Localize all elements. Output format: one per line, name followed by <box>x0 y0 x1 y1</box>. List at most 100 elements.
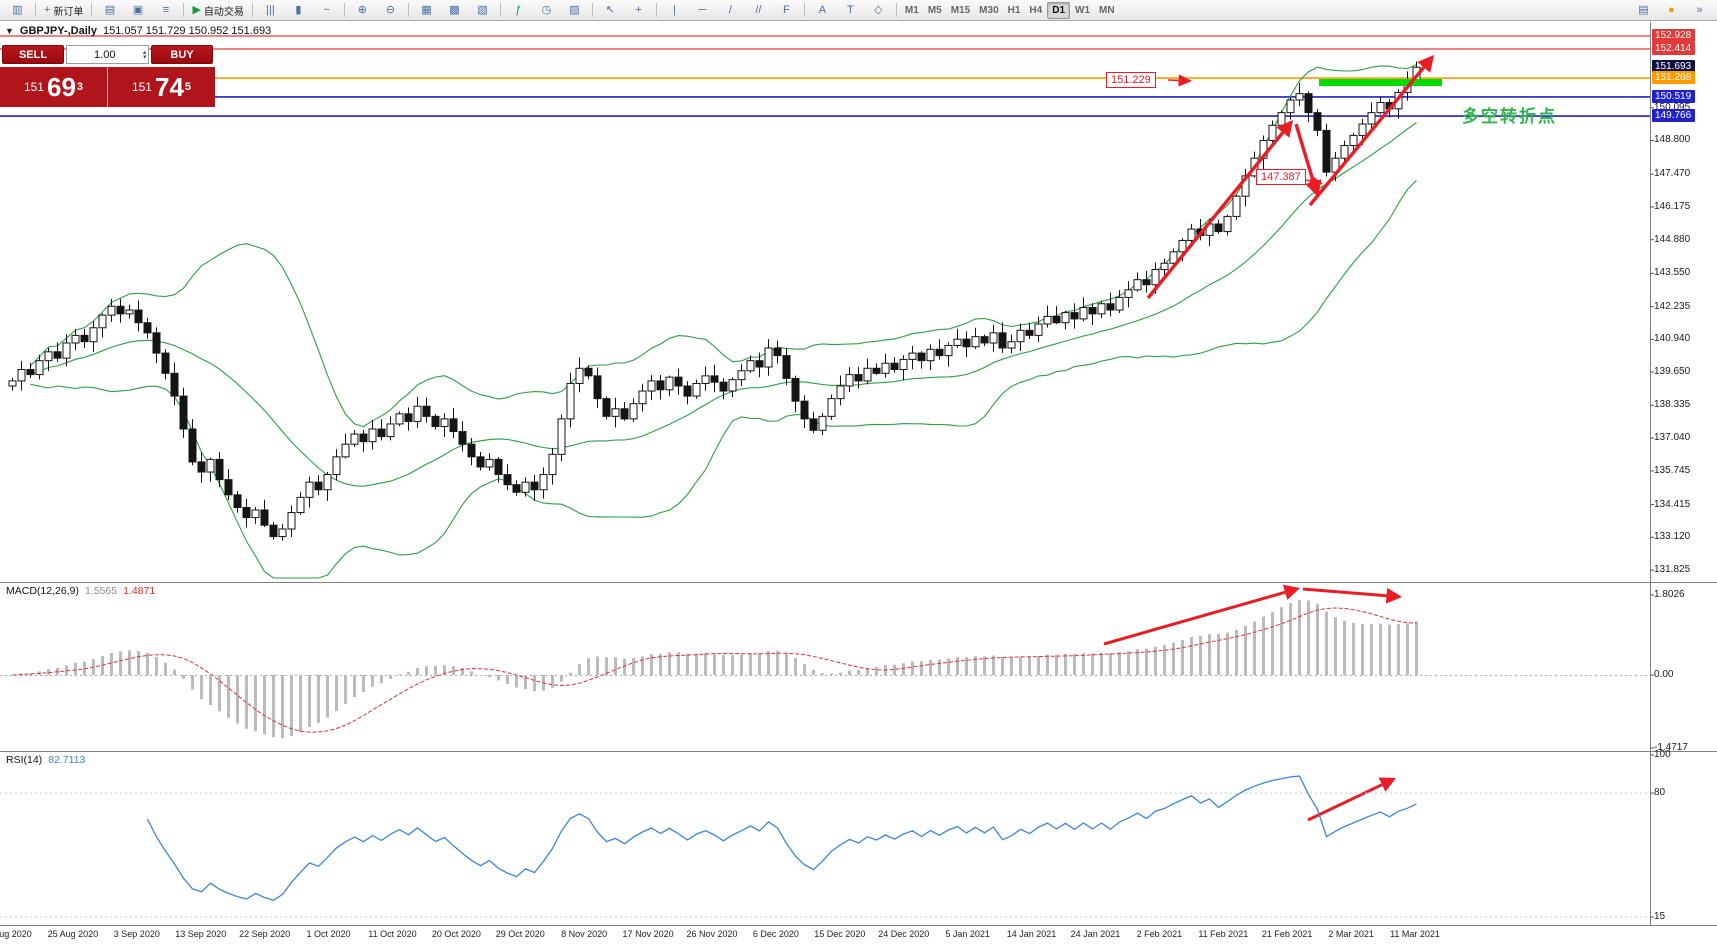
tile-windows-icon[interactable]: ▦ <box>413 1 440 20</box>
candlestick-chart-icon[interactable]: ▮ <box>285 1 312 20</box>
price-scale-label: 146.175 <box>1654 200 1691 212</box>
zoom-in-icon[interactable]: ⊕ <box>349 1 376 20</box>
auto-trading-button: ▶ <box>192 3 201 16</box>
timeframe-m30[interactable]: M30 <box>979 4 999 16</box>
lot-size-field[interactable]: 1.00 ▴ ▾ <box>66 45 149 64</box>
turning-point-annotation[interactable]: 多空转折点 <box>1462 107 1557 126</box>
lot-stepper[interactable]: ▴ ▾ <box>142 48 146 61</box>
price-scale-label: 133.120 <box>1654 531 1691 543</box>
date-label: 15 Dec 2020 <box>814 929 866 939</box>
bar-chart-icon[interactable]: ||| <box>257 1 284 20</box>
date-label: 6 Aug 2020 <box>0 929 32 939</box>
price-scale-label: 144.880 <box>1654 233 1691 245</box>
date-label: 6 Dec 2020 <box>752 929 799 939</box>
line-chart-icon[interactable]: ~ <box>313 1 340 20</box>
macd-label: MACD(12,26,9) 1.5565 1.4871 <box>6 585 156 597</box>
oneclick-toggle-icon[interactable]: ▼ <box>5 26 14 36</box>
horizontal-line-icon[interactable]: ─ <box>689 1 716 20</box>
new-order-button[interactable]: + 新订单 <box>40 1 87 20</box>
date-label: 22 Sep 2020 <box>239 929 291 939</box>
shapes-icon[interactable]: ◇ <box>865 1 892 20</box>
community-icon[interactable]: ● <box>1658 1 1685 20</box>
auto-trading-button-label: 自动交易 <box>203 6 244 18</box>
new-order-button: + <box>44 3 51 16</box>
date-label: 8 Nov 2020 <box>561 929 608 939</box>
timeframe-mn[interactable]: MN <box>1099 4 1115 16</box>
rsi-axis-label: 80 <box>1654 787 1666 799</box>
periods-icon[interactable]: ◷ <box>533 1 560 20</box>
timeframe-w1[interactable]: W1 <box>1075 4 1091 16</box>
market-watch-icon[interactable]: ≡ <box>152 1 179 20</box>
vertical-line-icon[interactable]: | <box>661 1 688 20</box>
auto-trading-button[interactable]: ▶ 自动交易 <box>188 1 247 20</box>
rsi-label: RSI(14) 82.7113 <box>6 754 86 766</box>
arrange-windows-icon[interactable]: ▧ <box>469 1 496 20</box>
buy-price[interactable]: 151 74 5 <box>108 67 215 107</box>
date-label: 13 Sep 2020 <box>175 929 227 939</box>
fibonacci-icon[interactable]: F <box>773 1 800 20</box>
chart-title: ▼ GBPJPY-,Daily 151.057 151.729 150.952 … <box>5 25 271 37</box>
cascade-windows-icon[interactable]: ▩ <box>441 1 468 20</box>
price-scale-label: 135.745 <box>1654 464 1691 476</box>
templates-icon[interactable]: ▨ <box>561 1 588 20</box>
crosshair-icon[interactable]: + <box>625 1 652 20</box>
line-chart-icon: ~ <box>323 3 330 16</box>
date-label: 2 Feb 2021 <box>1136 929 1183 939</box>
price-scale-label: 137.040 <box>1654 432 1691 444</box>
toolbar-separator <box>183 3 185 17</box>
sell-price[interactable]: 151 69 3 <box>0 67 108 107</box>
timeframe-m1[interactable]: M1 <box>904 4 919 16</box>
indicators-icon: ƒ <box>515 3 522 16</box>
toolbar-separator <box>655 3 657 17</box>
timeframe-h1[interactable]: H1 <box>1007 4 1021 16</box>
profiles-icon[interactable]: ▣ <box>124 1 151 20</box>
price-scale-label: 150.095 <box>1654 101 1691 113</box>
zoom-out-icon[interactable]: ⊖ <box>377 1 404 20</box>
bar-chart-icon: ||| <box>266 3 275 16</box>
price-callout-151229[interactable]: 151.229 <box>1106 72 1156 88</box>
channel-icon: // <box>755 3 762 16</box>
lot-up-icon[interactable]: ▴ <box>142 48 146 56</box>
chart-window-icon[interactable]: ▥ <box>4 1 31 20</box>
charts-icon[interactable]: ▤ <box>96 1 123 20</box>
label-icon: T <box>847 3 854 16</box>
rsi-axis-label: 15 <box>1654 911 1666 922</box>
docs-icon[interactable]: ▤ <box>1630 1 1657 20</box>
cursor-icon: ↖ <box>605 3 616 16</box>
timeframe-m15[interactable]: M15 <box>950 4 971 16</box>
buy-button[interactable]: BUY <box>151 45 213 64</box>
label-icon[interactable]: T <box>837 1 864 20</box>
date-label: 29 Oct 2020 <box>495 929 545 939</box>
crosshair-icon: + <box>635 3 642 16</box>
vertical-line-icon: | <box>672 3 676 16</box>
community-icon: ● <box>1668 3 1675 16</box>
timeframe-m5[interactable]: M5 <box>927 4 942 16</box>
cursor-icon[interactable]: ↖ <box>597 1 624 20</box>
price-level-label-support: 150.519 <box>1652 89 1696 103</box>
channel-icon[interactable]: // <box>745 1 772 20</box>
overflow-icon[interactable]: » <box>1686 1 1713 20</box>
trendline-icon[interactable]: / <box>717 1 744 20</box>
rsi-axis-label: 100 <box>1654 749 1671 760</box>
one-click-trading-panel: SELL 1.00 ▴ ▾ BUY 151 69 3 151 74 5 <box>0 43 215 107</box>
timeframe-h4[interactable]: H4 <box>1029 4 1043 16</box>
zoom-out-icon: ⊖ <box>385 3 396 16</box>
text-icon: A <box>818 3 827 16</box>
market-watch-icon: ≡ <box>162 3 170 16</box>
sell-button[interactable]: SELL <box>2 45 64 64</box>
lot-down-icon[interactable]: ▾ <box>142 53 146 61</box>
shapes-icon: ◇ <box>874 3 883 16</box>
price-callout-147387[interactable]: 147.387 <box>1256 169 1306 185</box>
date-label: 2 Mar 2021 <box>1328 929 1374 939</box>
tile-windows-icon: ▦ <box>421 3 432 16</box>
cascade-windows-icon: ▩ <box>449 3 460 16</box>
timeframe-d1[interactable]: D1 <box>1047 1 1071 19</box>
indicators-icon[interactable]: ƒ <box>505 1 532 20</box>
date-label: 11 Mar 2021 <box>1390 929 1440 939</box>
toolbar-separator <box>91 3 93 17</box>
date-label: 1 Oct 2020 <box>306 929 351 939</box>
text-icon[interactable]: A <box>809 1 836 20</box>
chart-ohlc-values: 151.057 151.729 150.952 151.693 <box>102 25 272 37</box>
